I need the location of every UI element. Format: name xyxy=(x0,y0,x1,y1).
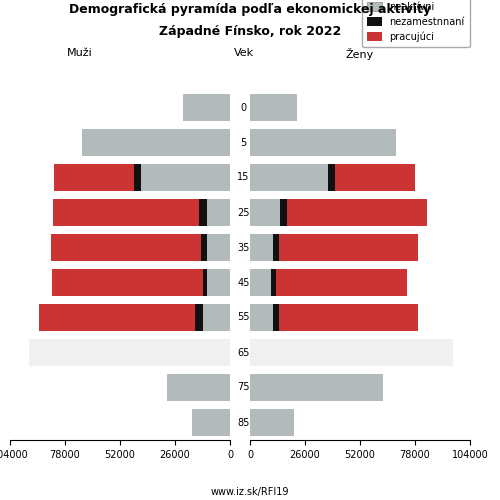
Bar xyxy=(280,200,287,226)
Text: 45: 45 xyxy=(238,278,250,287)
Text: 75: 75 xyxy=(238,382,250,392)
Bar xyxy=(250,234,274,260)
Bar xyxy=(206,200,230,226)
Text: 85: 85 xyxy=(238,418,250,428)
Bar xyxy=(274,234,279,260)
Text: 55: 55 xyxy=(238,312,250,322)
Text: Ženy: Ženy xyxy=(346,48,374,60)
Bar xyxy=(184,94,230,120)
Bar xyxy=(276,270,407,295)
Bar xyxy=(328,164,335,190)
Text: Muži: Muži xyxy=(67,48,93,58)
Text: 25: 25 xyxy=(238,208,250,218)
Bar xyxy=(279,304,418,330)
Text: Západné Fínsko, rok 2022: Západné Fínsko, rok 2022 xyxy=(159,25,341,38)
Text: 0: 0 xyxy=(240,102,246,113)
Text: Vek: Vek xyxy=(234,48,254,58)
Bar xyxy=(250,94,296,120)
Text: Demografická pyramída podľa ekonomickej aktivity: Demografická pyramída podľa ekonomickej … xyxy=(69,2,431,16)
Bar xyxy=(202,304,230,330)
Bar xyxy=(166,374,230,400)
Legend: neaktívni, nezamestnnaní, pracujúci: neaktívni, nezamestnnaní, pracujúci xyxy=(362,0,470,47)
Bar xyxy=(287,200,426,226)
Bar xyxy=(250,374,384,400)
Bar xyxy=(202,270,206,295)
Bar xyxy=(54,164,134,190)
Bar xyxy=(82,130,230,156)
Bar xyxy=(250,410,294,436)
Bar xyxy=(200,200,206,226)
Bar xyxy=(141,164,230,190)
Bar xyxy=(38,304,195,330)
Bar xyxy=(250,164,328,190)
Bar xyxy=(134,164,141,190)
Bar xyxy=(250,304,274,330)
Bar xyxy=(192,410,230,436)
Bar xyxy=(201,234,206,260)
Bar xyxy=(206,234,230,260)
Bar xyxy=(250,270,271,295)
Bar xyxy=(51,234,201,260)
Bar xyxy=(52,270,203,295)
Text: www.iz.sk/RFI19: www.iz.sk/RFI19 xyxy=(211,488,289,498)
Bar xyxy=(250,200,280,226)
Bar xyxy=(335,164,415,190)
Bar xyxy=(279,234,418,260)
Bar xyxy=(271,270,276,295)
Bar xyxy=(29,340,230,365)
Text: 35: 35 xyxy=(238,242,250,252)
Bar xyxy=(274,304,279,330)
Bar xyxy=(54,200,200,226)
Bar xyxy=(250,340,453,365)
Bar xyxy=(195,304,202,330)
Text: 5: 5 xyxy=(240,138,246,147)
Bar xyxy=(206,270,230,295)
Text: 15: 15 xyxy=(238,172,250,182)
Text: 65: 65 xyxy=(238,348,250,358)
Bar xyxy=(250,130,396,156)
